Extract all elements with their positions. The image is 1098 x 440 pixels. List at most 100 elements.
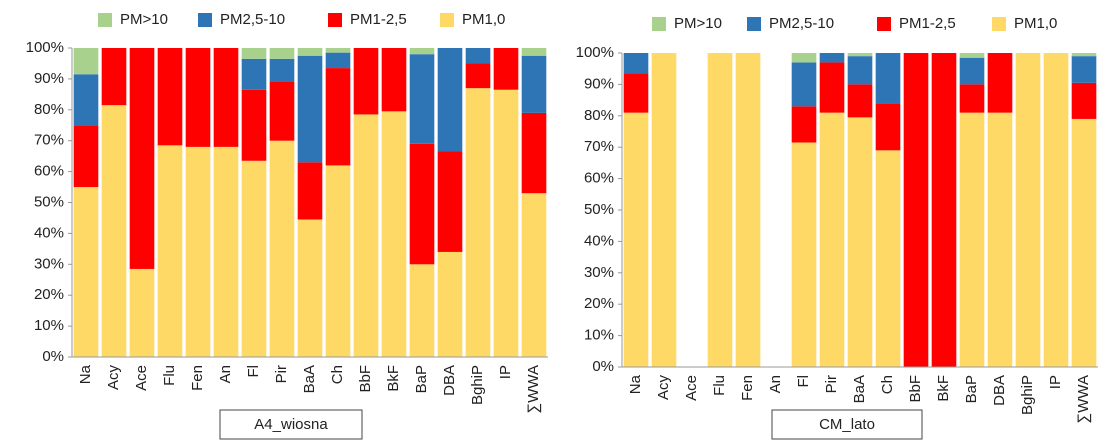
bar-segment [437,251,463,357]
bar-segment [959,84,985,113]
bar-segment [959,57,985,85]
legend-swatch [440,13,454,27]
y-tick-label: 20% [584,295,614,312]
bar-segment [269,58,295,82]
x-tick-label: BkF [385,365,402,392]
bar-segment [1043,53,1069,367]
x-tick-label: Flu [711,375,728,396]
bar-segment [493,89,519,357]
bar-segment [325,68,351,166]
legend-label: PM1-2,5 [899,15,956,32]
bar-segment [847,84,873,118]
x-tick-label: Flu [161,365,178,386]
y-tick-label: 90% [34,70,64,87]
x-tick-label: Na [627,374,644,394]
bar-segment [791,53,817,63]
bar-segment [521,112,547,194]
x-tick-label: BaA [301,365,318,393]
bar-segment [129,48,155,269]
x-tick-label: BaP [413,365,430,393]
x-tick-label: Pir [273,365,290,383]
x-tick-label: ∑WWA [1075,375,1092,423]
bar-segment [241,48,267,59]
bar-segment [1071,53,1097,57]
bar-segment [129,268,155,357]
x-tick-label: Fl [245,365,262,378]
bar-segment [409,264,435,357]
bar-segment [465,63,491,89]
y-tick-label: 0% [42,348,64,365]
bar-segment [437,151,463,252]
x-tick-label: Fen [189,365,206,391]
legend-label: PM>10 [120,11,168,28]
bar-segment [73,187,99,357]
chart-title: A4_wiosna [254,416,328,433]
y-tick-label: 70% [34,132,64,149]
y-tick-label: 50% [34,193,64,210]
legend-swatch [328,13,342,27]
bar-segment [987,53,1013,113]
chart-title: CM_lato [819,416,875,433]
x-tick-label: Acy [105,365,122,391]
y-tick-label: 100% [576,44,614,61]
x-tick-label: Ch [879,375,896,394]
bar-segment [241,89,267,161]
title-box [771,409,923,440]
bar-segment [409,48,435,55]
bar-segment [959,112,985,367]
bar-segment [213,146,239,357]
y-tick-label: 60% [584,170,614,187]
x-tick-label: BaP [963,375,980,403]
x-tick-label: Na [77,364,94,384]
bar-segment [325,52,351,69]
bar-segment [521,193,547,357]
bar-segment [381,111,407,357]
bar-segment [791,62,817,107]
x-tick-label: An [767,375,784,393]
x-tick-label: BaA [851,375,868,403]
y-tick-label: 30% [584,264,614,281]
x-tick-label: An [217,365,234,383]
bar-segment [409,54,435,144]
bar-segment [73,74,99,126]
bar-segment [651,53,677,367]
bar-segment [465,88,491,358]
legend-swatch [747,17,761,31]
bar-segment [465,48,491,64]
bar-segment [735,53,761,367]
legend-swatch [98,13,112,27]
legend-label: PM1,0 [1014,15,1057,32]
x-tick-label: Acy [655,375,672,401]
bar-segment [73,48,99,75]
legend-label: PM1-2,5 [350,11,407,28]
bar-segment [707,53,733,367]
legend-label: PM>10 [674,15,722,32]
bar-segment [521,48,547,56]
y-tick-label: 40% [34,224,64,241]
bar-segment [959,53,985,58]
bar-segment [101,105,127,357]
y-tick-label: 80% [584,107,614,124]
y-tick-label: 80% [34,101,64,118]
bar-segment [213,48,239,147]
y-tick-label: 0% [592,358,614,375]
bar-segment [875,150,901,367]
bar-segment [325,48,351,53]
bar-segment [819,62,845,113]
x-tick-label: BbF [357,365,374,393]
bar-segment [437,48,463,152]
bar-segment [353,114,379,357]
bar-segment [819,112,845,367]
x-tick-label: IP [1047,375,1064,389]
legend-label: PM2,5-10 [220,11,285,28]
bar-segment [381,48,407,112]
y-tick-label: 100% [26,39,64,56]
bar-segment [847,117,873,368]
x-tick-label: Pir [823,375,840,393]
y-tick-label: 50% [584,201,614,218]
bar-segment [269,140,295,357]
bar-segment [353,48,379,115]
bar-segment [185,48,211,147]
bar-segment [493,48,519,90]
x-tick-label: BkF [935,375,952,402]
